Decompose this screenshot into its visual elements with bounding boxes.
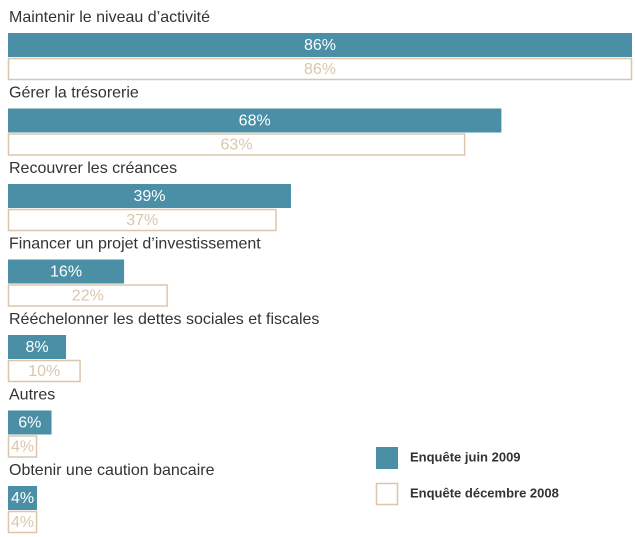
bar <box>8 33 632 57</box>
category-label: Obtenir une caution bancaire <box>9 462 215 479</box>
category-label: Maintenir le niveau d’activité <box>9 9 210 26</box>
value-label: 39% <box>133 188 165 205</box>
value-label: 4% <box>11 439 34 456</box>
bar <box>8 259 125 284</box>
value-label: 68% <box>239 113 271 130</box>
bar <box>7 359 81 383</box>
bar <box>8 108 502 133</box>
value-label: 86% <box>304 37 336 54</box>
bar <box>8 335 67 359</box>
value-label: 10% <box>28 363 60 380</box>
bar <box>8 486 38 510</box>
value-label: 16% <box>50 264 82 281</box>
value-label: 22% <box>72 288 104 305</box>
value-label: 8% <box>25 339 48 356</box>
value-label: 4% <box>11 490 34 507</box>
category-label: Rééchelonner les dettes sociales et fisc… <box>9 311 319 328</box>
category-label: Gérer la trésorerie <box>9 85 139 102</box>
bar <box>7 284 168 307</box>
bar <box>8 410 52 435</box>
category-label: Recouvrer les créances <box>9 160 177 177</box>
value-label: 6% <box>18 415 41 432</box>
bar <box>8 184 291 208</box>
legend-label: Enquête juin 2009 <box>410 449 521 464</box>
category-label: Financer un projet d’investissement <box>9 236 261 253</box>
bar <box>7 57 633 81</box>
bar <box>7 133 466 156</box>
value-label: 4% <box>11 514 34 531</box>
bar <box>7 208 277 232</box>
category-label: Autres <box>9 387 55 404</box>
legend-swatch <box>376 447 398 469</box>
bar <box>7 510 38 534</box>
value-label: 86% <box>304 61 336 78</box>
legend-label: Enquête décembre 2008 <box>410 485 559 500</box>
bar <box>7 435 38 458</box>
value-label: 37% <box>126 212 158 229</box>
value-label: 63% <box>221 137 253 154</box>
legend-swatch <box>375 482 399 506</box>
